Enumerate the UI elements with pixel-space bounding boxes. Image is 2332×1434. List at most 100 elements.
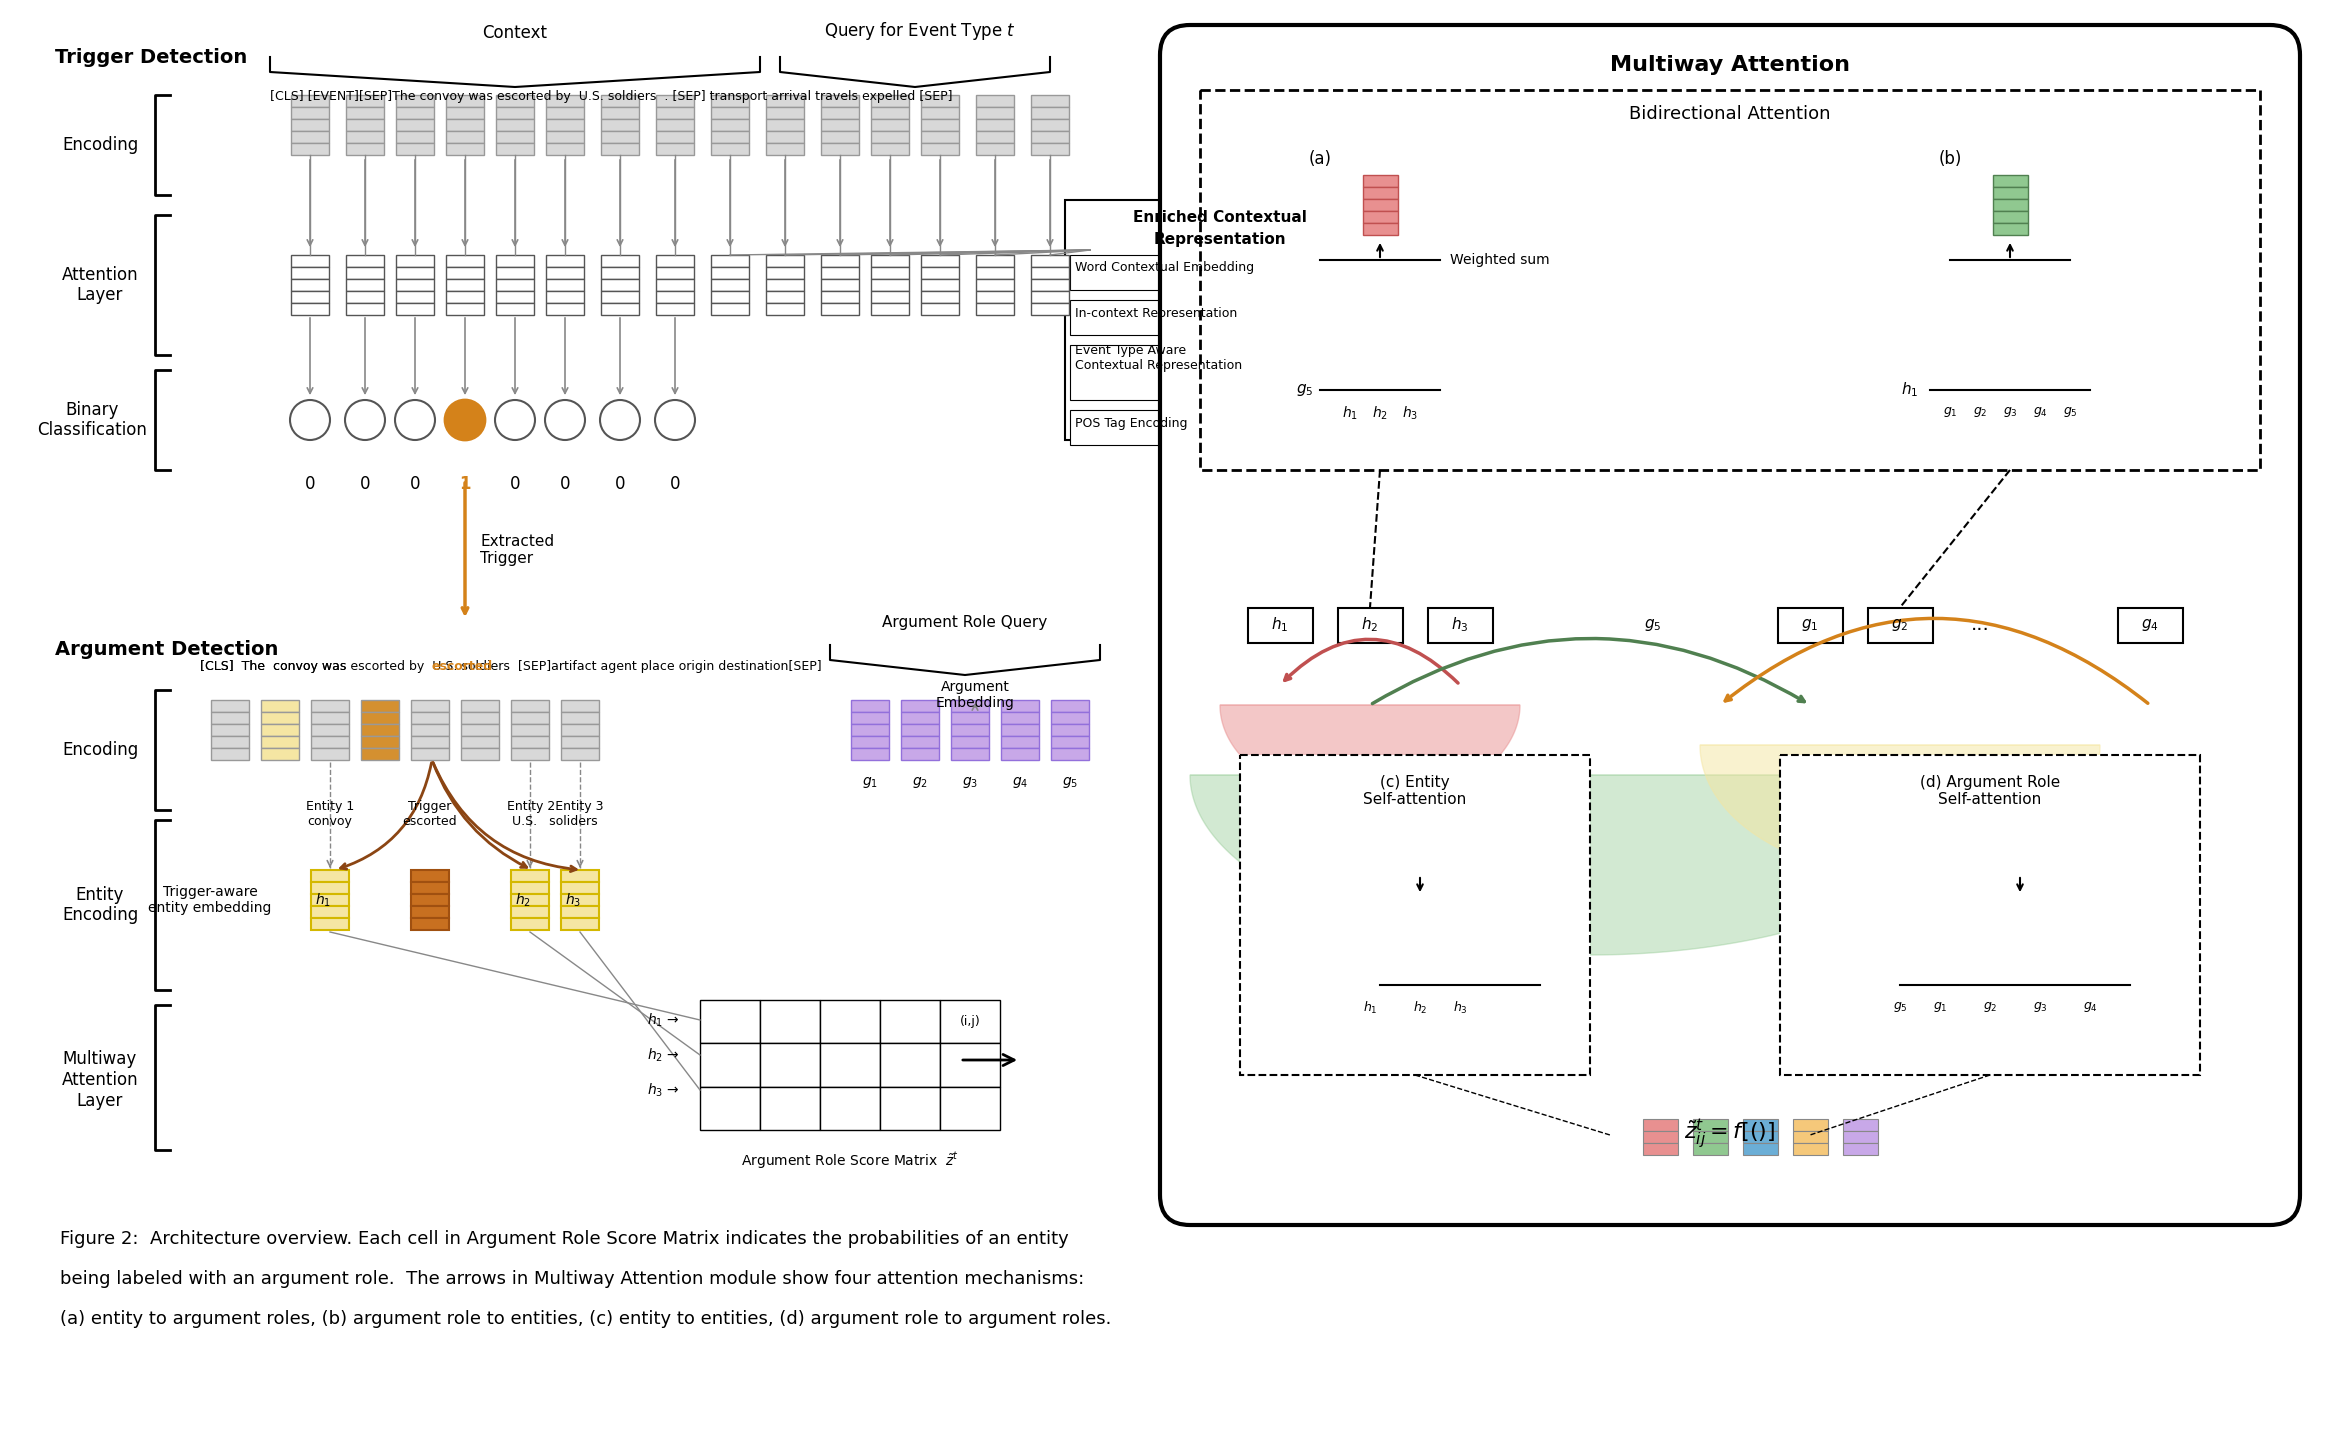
FancyBboxPatch shape — [1070, 410, 1369, 445]
FancyBboxPatch shape — [361, 749, 399, 760]
Text: $g_1$: $g_1$ — [863, 774, 879, 790]
FancyBboxPatch shape — [655, 267, 695, 280]
FancyBboxPatch shape — [345, 108, 385, 119]
FancyBboxPatch shape — [1642, 1131, 1677, 1143]
FancyBboxPatch shape — [261, 749, 298, 760]
FancyBboxPatch shape — [1000, 724, 1040, 736]
FancyBboxPatch shape — [1693, 1119, 1728, 1131]
FancyBboxPatch shape — [462, 700, 499, 713]
FancyBboxPatch shape — [602, 108, 639, 119]
FancyBboxPatch shape — [1031, 143, 1068, 155]
Text: (a): (a) — [1308, 151, 1332, 168]
Text: being labeled with an argument role.  The arrows in Multiway Attention module sh: being labeled with an argument role. The… — [61, 1271, 1084, 1288]
FancyBboxPatch shape — [497, 291, 534, 303]
FancyBboxPatch shape — [977, 119, 1014, 130]
FancyBboxPatch shape — [562, 918, 599, 931]
FancyBboxPatch shape — [700, 999, 760, 1044]
FancyBboxPatch shape — [711, 280, 749, 291]
FancyBboxPatch shape — [921, 95, 958, 108]
FancyBboxPatch shape — [497, 143, 534, 155]
FancyBboxPatch shape — [497, 108, 534, 119]
FancyBboxPatch shape — [511, 882, 548, 893]
FancyBboxPatch shape — [1052, 700, 1089, 713]
FancyBboxPatch shape — [396, 130, 434, 143]
FancyBboxPatch shape — [546, 119, 583, 130]
FancyBboxPatch shape — [292, 119, 329, 130]
FancyBboxPatch shape — [870, 130, 909, 143]
FancyBboxPatch shape — [700, 1087, 760, 1130]
Text: Encoding: Encoding — [63, 136, 138, 153]
FancyBboxPatch shape — [511, 736, 548, 749]
FancyBboxPatch shape — [921, 255, 958, 267]
FancyBboxPatch shape — [870, 143, 909, 155]
FancyBboxPatch shape — [1031, 291, 1068, 303]
FancyBboxPatch shape — [2078, 941, 2101, 985]
Text: [CLS]  The  convoy was: [CLS] The convoy was — [201, 660, 350, 673]
FancyBboxPatch shape — [870, 291, 909, 303]
FancyBboxPatch shape — [655, 255, 695, 267]
FancyBboxPatch shape — [546, 280, 583, 291]
FancyBboxPatch shape — [655, 95, 695, 108]
FancyBboxPatch shape — [562, 893, 599, 906]
FancyBboxPatch shape — [462, 724, 499, 736]
FancyBboxPatch shape — [1339, 608, 1402, 642]
FancyBboxPatch shape — [1000, 749, 1040, 760]
FancyBboxPatch shape — [900, 736, 940, 749]
FancyBboxPatch shape — [410, 700, 450, 713]
FancyBboxPatch shape — [410, 882, 450, 893]
Text: 0: 0 — [669, 475, 681, 493]
Text: $g_2$: $g_2$ — [1973, 404, 1987, 419]
FancyBboxPatch shape — [511, 893, 548, 906]
Text: Argument Role Query: Argument Role Query — [881, 615, 1047, 630]
FancyBboxPatch shape — [1070, 255, 1369, 290]
FancyBboxPatch shape — [396, 95, 434, 108]
FancyBboxPatch shape — [700, 1044, 760, 1087]
Text: Multiway
Attention
Layer: Multiway Attention Layer — [61, 1050, 138, 1110]
FancyBboxPatch shape — [711, 95, 749, 108]
FancyBboxPatch shape — [1409, 936, 1432, 985]
Text: $h_2$: $h_2$ — [1362, 615, 1378, 634]
Text: $h_3$ →: $h_3$ → — [648, 1081, 681, 1098]
FancyBboxPatch shape — [261, 700, 298, 713]
FancyBboxPatch shape — [410, 906, 450, 918]
FancyBboxPatch shape — [345, 267, 385, 280]
FancyBboxPatch shape — [765, 303, 805, 315]
Circle shape — [345, 400, 385, 440]
Polygon shape — [1189, 774, 1989, 955]
FancyBboxPatch shape — [1031, 303, 1068, 315]
FancyBboxPatch shape — [1000, 700, 1040, 713]
FancyBboxPatch shape — [445, 108, 485, 119]
FancyBboxPatch shape — [497, 303, 534, 315]
FancyBboxPatch shape — [921, 108, 958, 119]
FancyBboxPatch shape — [292, 143, 329, 155]
FancyBboxPatch shape — [821, 303, 858, 315]
FancyBboxPatch shape — [2117, 608, 2183, 642]
FancyBboxPatch shape — [1159, 24, 2299, 1225]
FancyBboxPatch shape — [655, 130, 695, 143]
FancyBboxPatch shape — [1448, 954, 1471, 985]
FancyBboxPatch shape — [1978, 929, 2001, 985]
Text: $h_1$: $h_1$ — [1341, 404, 1357, 423]
Text: Entity
Encoding: Entity Encoding — [63, 886, 138, 925]
Circle shape — [494, 400, 534, 440]
Text: Argument Role Score Matrix  $\tilde{z}^t$: Argument Role Score Matrix $\tilde{z}^t$ — [742, 1150, 958, 1170]
FancyBboxPatch shape — [1938, 314, 1961, 390]
FancyBboxPatch shape — [1992, 199, 2027, 211]
FancyBboxPatch shape — [655, 291, 695, 303]
FancyBboxPatch shape — [1693, 1143, 1728, 1154]
Text: $g_1$: $g_1$ — [1933, 999, 1947, 1014]
FancyBboxPatch shape — [462, 749, 499, 760]
FancyBboxPatch shape — [1000, 713, 1040, 724]
FancyBboxPatch shape — [940, 1044, 1000, 1087]
FancyBboxPatch shape — [602, 130, 639, 143]
Circle shape — [655, 400, 695, 440]
FancyBboxPatch shape — [765, 130, 805, 143]
FancyBboxPatch shape — [821, 255, 858, 267]
FancyBboxPatch shape — [562, 882, 599, 893]
Text: Word Contextual Embedding: Word Contextual Embedding — [1075, 261, 1255, 274]
FancyBboxPatch shape — [292, 130, 329, 143]
Text: Trigger Detection: Trigger Detection — [56, 47, 247, 67]
Text: $g_5$: $g_5$ — [1644, 617, 1660, 632]
FancyBboxPatch shape — [410, 736, 450, 749]
FancyBboxPatch shape — [1066, 199, 1376, 440]
